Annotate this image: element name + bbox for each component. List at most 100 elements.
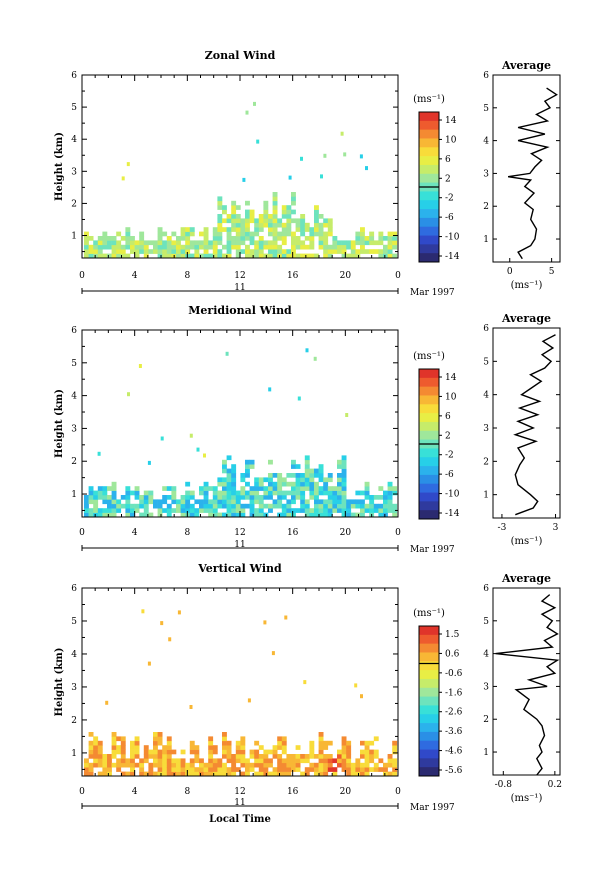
heatmap-cell <box>318 749 324 755</box>
heatmap-cell <box>369 740 375 746</box>
heatmap-cell <box>314 512 319 518</box>
heatmap-cell <box>138 364 142 368</box>
heatmap-cell <box>105 700 109 705</box>
heatmap-cell <box>304 758 310 764</box>
heatmap-cell <box>148 512 154 518</box>
heatmap-cell <box>304 512 310 518</box>
heatmap-cell <box>157 736 163 742</box>
heatmap-cell <box>217 771 223 777</box>
heatmap-cell <box>369 249 375 254</box>
colorbar-segment <box>419 731 439 742</box>
y-tick-label: 5 <box>71 359 77 369</box>
heatmap-cell <box>171 499 177 505</box>
heatmap-cell <box>107 499 112 505</box>
heatmap-cell <box>176 240 181 246</box>
heatmap-cell <box>88 495 94 500</box>
heatmap-cell <box>281 490 287 496</box>
heatmap-cell <box>254 486 260 491</box>
heatmap-cell <box>143 512 149 518</box>
heatmap-cell <box>231 508 237 513</box>
heatmap-cell <box>245 459 250 465</box>
heatmap-cell <box>300 240 306 246</box>
x-tick-label: 0 <box>395 787 401 797</box>
heatmap-cell <box>102 231 108 237</box>
heatmap-cell <box>291 499 296 505</box>
day-label: 11 <box>234 283 245 293</box>
heatmap-cell <box>318 477 324 483</box>
heatmap-cell <box>203 503 209 509</box>
heatmap-cell <box>166 486 172 491</box>
heatmap-cell <box>314 771 319 777</box>
heatmap-cell <box>272 227 278 232</box>
heatmap-cell <box>387 495 393 500</box>
heatmap-cell <box>277 758 283 764</box>
heatmap-cell <box>222 209 227 215</box>
heatmap-cell <box>212 227 218 232</box>
heatmap-cell <box>245 762 250 768</box>
heatmap-cell <box>111 253 117 259</box>
heatmap-cell <box>258 503 264 509</box>
heatmap-cell <box>153 762 158 768</box>
heatmap-cell <box>387 236 393 241</box>
heatmap-cell <box>125 758 131 764</box>
heatmap-cell <box>111 732 117 737</box>
heatmap-cell <box>222 499 227 505</box>
heatmap-cell <box>222 762 227 768</box>
heatmap-cell <box>157 732 163 737</box>
heatmap-cell <box>309 749 315 755</box>
heatmap-cell <box>364 508 370 513</box>
heatmap-cell <box>378 231 384 237</box>
heatmap-cell <box>102 499 108 505</box>
heatmap-cell <box>383 508 388 513</box>
heatmap-cell <box>120 771 126 777</box>
heatmap-cell <box>332 495 338 500</box>
heatmap-cell <box>240 749 246 755</box>
panel-title: Meridional Wind <box>188 304 292 317</box>
heatmap-cell <box>364 771 370 777</box>
heatmap-cell <box>323 767 329 772</box>
heatmap-cell <box>107 771 112 777</box>
heatmap-cell <box>212 508 218 513</box>
heatmap-cell <box>166 767 172 772</box>
heatmap-cell <box>157 762 163 768</box>
heatmap-cell <box>337 495 342 500</box>
heatmap-cell <box>249 464 255 469</box>
x-tick-label: 0 <box>79 787 85 797</box>
heatmap-cell <box>203 227 209 232</box>
heatmap-cell <box>392 240 398 246</box>
heatmap-cell <box>212 236 218 241</box>
heatmap-cell <box>268 459 273 465</box>
heatmap-cell <box>392 512 398 518</box>
heatmap-cell <box>240 473 246 478</box>
heatmap-cell <box>226 740 232 746</box>
heatmap-cell <box>249 749 255 755</box>
heatmap-cell <box>245 244 250 250</box>
heatmap-cell <box>226 499 232 505</box>
heatmap-cell <box>130 508 135 513</box>
heatmap-cell <box>337 464 342 469</box>
heatmap-cell <box>300 495 306 500</box>
heatmap-cell <box>263 503 269 509</box>
heatmap-cell <box>268 253 273 259</box>
heatmap-cell <box>300 214 306 219</box>
heatmap-cell <box>208 508 214 513</box>
heatmap-cell <box>97 253 103 259</box>
heatmap-cell <box>286 499 292 505</box>
heatmap-cell <box>254 512 260 518</box>
heatmap-cell <box>102 253 108 259</box>
heatmap-cell <box>277 222 283 228</box>
heatmap-cell <box>231 209 237 215</box>
heatmap-cell <box>203 249 209 254</box>
heatmap-cell <box>323 499 329 505</box>
colorbar-segment <box>419 235 439 245</box>
heatmap-cell <box>235 512 241 518</box>
heatmap-cell <box>111 749 117 755</box>
heatmap-cell <box>341 473 347 478</box>
heatmap-cell <box>378 767 384 772</box>
heatmap-cell <box>295 490 301 496</box>
heatmap-cell <box>314 754 319 759</box>
heatmap-cell <box>272 253 278 259</box>
colorbar-tick-label: -1.6 <box>445 688 463 698</box>
heatmap-cell <box>314 227 319 232</box>
heatmap-cell <box>84 253 89 259</box>
